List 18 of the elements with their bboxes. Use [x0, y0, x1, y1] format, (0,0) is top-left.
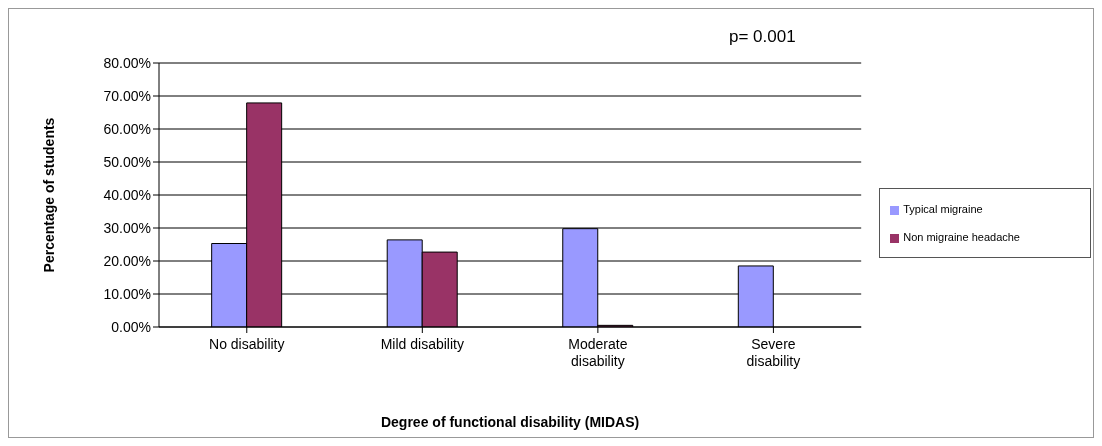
y-tick-label: 40.00% [103, 186, 151, 203]
legend-label: Typical migraine [903, 203, 983, 215]
y-tick-label: 0.00% [111, 318, 151, 335]
y-tick-label: 10.00% [103, 285, 151, 302]
y-tick-label: 50.00% [103, 153, 151, 170]
x-tick-label: Moderate disability [568, 336, 628, 369]
y-tick-label: 30.00% [103, 219, 151, 236]
x-tick-label: No disability [209, 336, 285, 352]
text: p= 0.001 [729, 27, 796, 47]
x-axis-title: Degree of functional disability (MIDAS) [380, 414, 640, 430]
legend-label: Non migraine headache [903, 231, 1020, 243]
y-tick-label: 60.00% [103, 120, 151, 137]
y-tick-label: 70.00% [103, 87, 151, 104]
x-tick-label: Mild disability [380, 336, 464, 352]
y-axis-title: Percentage of students [40, 117, 57, 273]
y-tick-label: 20.00% [103, 252, 151, 269]
y-tick-label: 80.00% [103, 54, 151, 71]
x-tick-label: Severe disability [746, 336, 801, 369]
